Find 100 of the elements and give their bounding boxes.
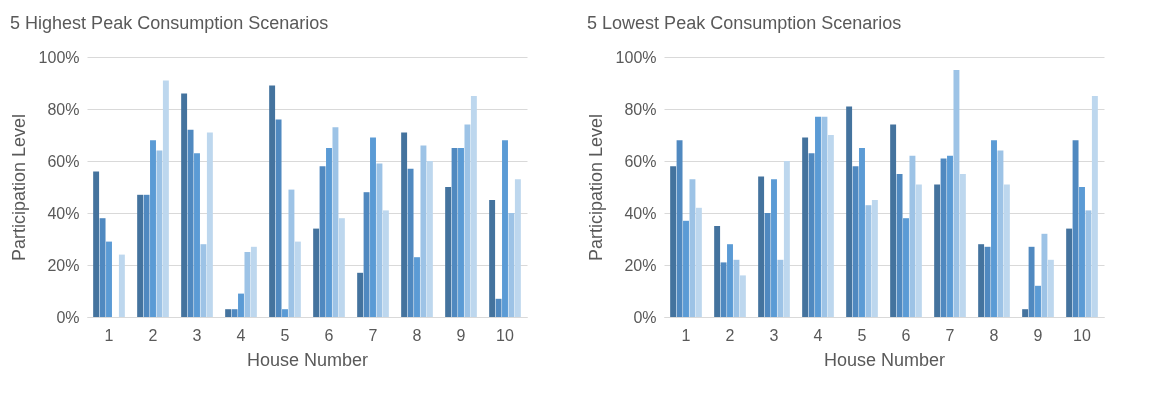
bar [947,155,953,317]
bar [162,80,169,317]
y-tick-label: 20% [624,256,657,274]
chart-title: 5 Lowest Peak Consumption Scenarios [587,13,902,33]
bar [802,137,809,317]
y-axis-title: Participation Level [585,113,606,262]
bar [137,194,144,317]
bar [1072,140,1079,317]
y-tick-label: 60% [624,152,657,170]
bar [401,132,408,317]
bar [777,259,784,317]
bar [194,153,200,317]
bar [865,205,872,317]
bar [294,241,301,317]
bar [250,246,257,317]
bar [890,124,897,317]
bar [508,213,515,317]
bar [206,132,213,317]
y-tick-label: 80% [47,100,80,118]
x-tick-label: 2 [725,326,735,344]
bar [458,148,464,317]
x-tick-label: 6 [324,326,334,344]
bar [451,148,458,317]
bar [326,148,332,317]
bar [670,166,677,317]
bar [1091,96,1098,317]
bar [414,257,420,317]
bar [733,259,740,317]
bar [758,176,765,317]
bar [93,171,100,317]
y-tick-label: 40% [47,204,80,222]
bar [871,200,878,317]
bar [1085,210,1092,317]
x-tick-label: 1 [681,326,691,344]
bar [984,246,991,317]
bar [771,179,777,317]
bar [903,218,909,317]
x-axis-title: House Number [823,349,946,370]
bar [156,150,163,317]
x-tick-label: 4 [813,326,823,344]
y-tick-label: 60% [47,152,80,170]
bar [231,309,238,317]
bar [118,254,125,317]
bar [470,96,477,317]
bar [514,179,521,317]
x-tick-label: 5 [280,326,290,344]
chart-title: 5 Highest Peak Consumption Scenarios [10,13,329,33]
bar [426,161,433,317]
bar [269,85,276,317]
bar [420,145,427,317]
bar [934,184,941,317]
bar [815,116,821,317]
bar [363,192,370,317]
y-tick-label: 0% [56,308,80,326]
x-tick-label: 1 [104,326,114,344]
bar [683,220,689,317]
bar [676,140,683,317]
bar [225,309,232,317]
bar [852,166,859,317]
bar [827,135,834,317]
bar [727,244,733,317]
bar [382,210,389,317]
bar [288,189,295,317]
bar [106,241,112,317]
x-tick-label: 10 [496,326,514,344]
x-tick-label: 4 [236,326,246,344]
bar [338,218,345,317]
bar [896,174,903,317]
bar [181,93,188,317]
bar [187,129,194,317]
x-axis-title: House Number [246,349,369,370]
x-tick-label: 9 [1033,326,1043,344]
bar [1022,309,1029,317]
bar [238,293,244,317]
bar [332,127,339,317]
x-tick-label: 3 [192,326,202,344]
x-tick-label: 9 [456,326,466,344]
x-tick-label: 6 [901,326,911,344]
x-tick-label: 8 [412,326,422,344]
bar [1028,246,1035,317]
y-tick-label: 20% [47,256,80,274]
y-tick-label: 100% [38,48,80,66]
bar [1079,187,1085,317]
bar [821,116,828,317]
bar [313,228,320,317]
bar [319,166,326,317]
x-tick-label: 2 [148,326,158,344]
bar [244,252,251,317]
y-tick-label: 100% [615,48,657,66]
bar [143,194,150,317]
bar [808,153,815,317]
x-tick-label: 5 [857,326,867,344]
bar [376,163,383,317]
y-axis-title: Participation Level [8,113,29,262]
bar [739,275,746,317]
bar [997,150,1004,317]
bar [407,168,414,317]
bar [370,137,376,317]
bar [764,213,771,317]
bar [445,187,452,317]
